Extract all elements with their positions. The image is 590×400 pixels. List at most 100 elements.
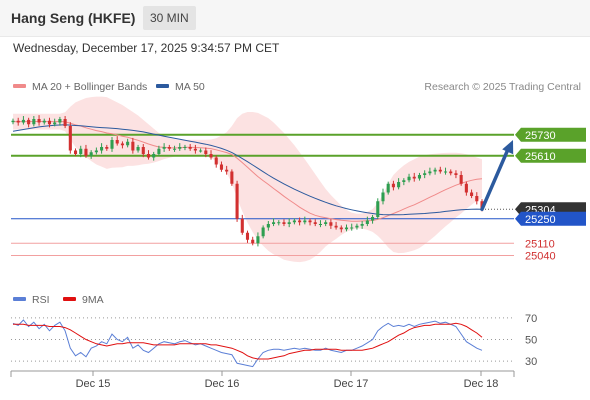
candle-body (105, 147, 109, 149)
rsi-tick-50: 50 (525, 335, 537, 347)
instrument-title: Hang Seng (HKFE) (11, 10, 136, 26)
candle-body (42, 120, 46, 123)
ma50-legend-swatch (156, 84, 169, 88)
candle-body (308, 220, 312, 223)
candle-body (225, 169, 229, 172)
candle-body (178, 147, 182, 149)
rsi-ma-legend-label: 9MA (82, 294, 104, 306)
level-label-25250: 25250 (525, 214, 556, 226)
level-label-25040: 25040 (525, 251, 556, 263)
candle-body (162, 147, 166, 149)
candle-body (365, 220, 369, 224)
candle-body (68, 126, 72, 151)
candle-body (417, 175, 422, 179)
candle-body (334, 225, 338, 228)
candle-body (120, 143, 124, 146)
candle-body (240, 218, 244, 233)
timeframe-button[interactable]: 30 MIN (143, 6, 196, 30)
level-label-25110: 25110 (525, 238, 555, 250)
candle-body (84, 148, 88, 156)
candle-body (282, 222, 286, 224)
candle-body (27, 119, 31, 125)
candle-body (11, 120, 15, 123)
rsi-tick-30: 30 (525, 356, 537, 368)
candle-body (21, 119, 25, 123)
candle-body (100, 147, 104, 151)
candle-body (318, 224, 323, 225)
candle-body (402, 180, 406, 182)
candle-body (438, 169, 442, 172)
rsi-legend-label: RSI (32, 294, 50, 306)
candle-body (53, 122, 57, 125)
candle-body (423, 173, 427, 175)
candle-body (73, 150, 78, 154)
candle-body (152, 154, 156, 158)
candle-body (141, 147, 145, 154)
candle-body (235, 183, 239, 219)
rsi-plot: 30 50 70 (11, 313, 537, 368)
candle-body (261, 227, 265, 237)
candle-body (344, 227, 349, 230)
level-label-25610: 25610 (525, 151, 556, 163)
candle-body (214, 157, 218, 165)
candle-body (183, 147, 187, 148)
candle-body (251, 239, 255, 244)
candle-body (313, 222, 317, 224)
rsi-legend-swatch (13, 297, 26, 301)
time-axis: Dec 15 Dec 16 Dec 17 Dec 18 (10, 370, 515, 390)
candle-body (209, 154, 213, 158)
candle-body (157, 148, 161, 154)
main-legend: MA 20 + Bollinger Bands MA 50 Research ©… (13, 81, 581, 93)
candle-body (136, 147, 140, 151)
candle-body (204, 150, 208, 154)
x-tick-label: Dec 16 (205, 378, 240, 390)
candle-body (193, 148, 197, 151)
level-label-25610-bg (515, 148, 586, 163)
projection-arrow-head (502, 140, 514, 155)
ma50-legend-label: MA 50 (175, 81, 205, 93)
header-bar: Hang Seng (HKFE) 30 MIN (0, 0, 590, 37)
level-label-25730-bg (515, 127, 586, 142)
candle-body (188, 147, 192, 149)
candle-body (381, 192, 385, 202)
candle-body (32, 119, 36, 125)
candle-body (397, 182, 401, 188)
candle-body (16, 120, 20, 123)
candle-body (63, 119, 67, 126)
candle-body (459, 175, 463, 184)
level-label-25730: 25730 (525, 130, 556, 142)
ma50-line (12, 124, 483, 216)
rsi-tick-70: 70 (525, 313, 537, 325)
candle-body (167, 147, 171, 149)
candle-body (277, 222, 281, 224)
ma20-legend-label: MA 20 + Bollinger Bands (32, 81, 147, 93)
candle-body (94, 150, 98, 153)
candle-body (449, 171, 453, 174)
candle-body (376, 201, 380, 217)
candle-body (115, 140, 119, 144)
candle-body (272, 222, 276, 224)
candle-body (464, 183, 468, 193)
ma20-line (13, 120, 483, 222)
candle-body (339, 227, 343, 230)
x-tick-label: Dec 17 (334, 378, 369, 390)
candle-body (298, 220, 302, 223)
candle-body (292, 220, 296, 223)
candle-body (47, 120, 52, 125)
candle-body (350, 227, 354, 229)
rsi-ma-line (13, 322, 483, 360)
candle-body (126, 141, 130, 146)
candle-body (266, 224, 270, 228)
projection-arrow-shaft (480, 145, 511, 212)
candle-body (391, 183, 395, 188)
candle-body (37, 119, 41, 123)
candle-body (110, 140, 114, 149)
datetime-label: Wednesday, December 17, 2025 9:34:57 PM … (13, 41, 280, 55)
candle-body (428, 171, 432, 174)
candle-body (355, 225, 359, 228)
candle-body (433, 169, 437, 172)
candle-body (386, 183, 390, 193)
candle-body (324, 222, 328, 224)
